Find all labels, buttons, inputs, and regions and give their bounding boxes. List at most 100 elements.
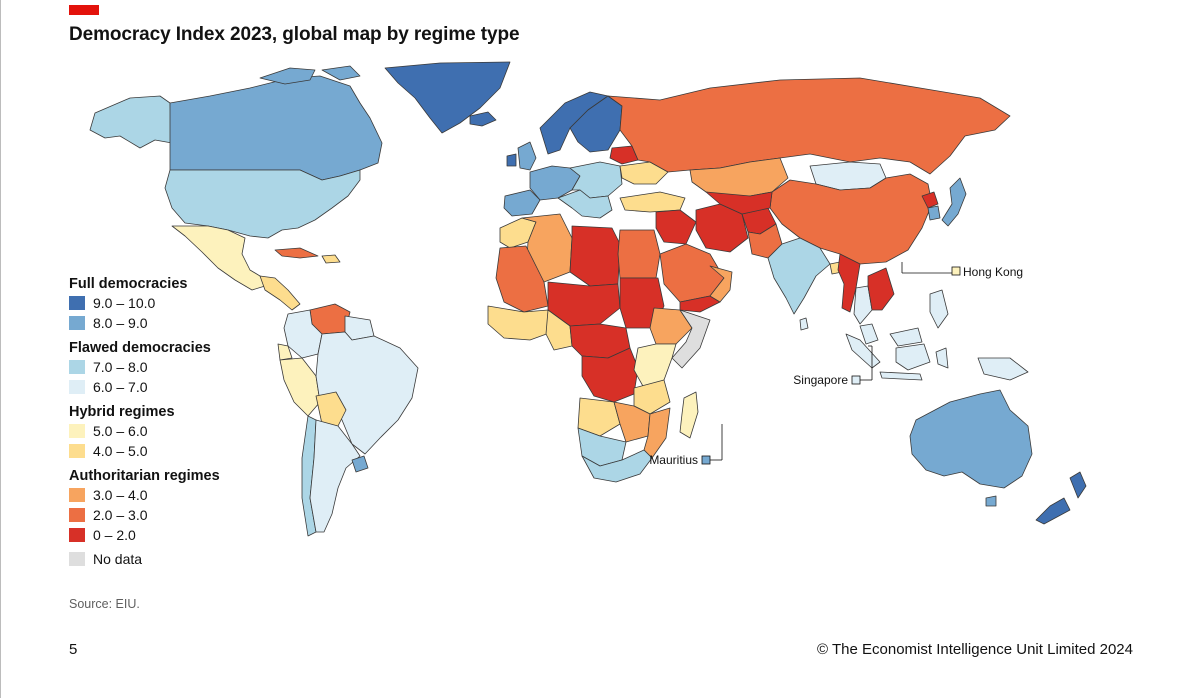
- legend-label: 9.0 – 10.0: [93, 295, 156, 311]
- legend-group-title: Hybrid regimes: [69, 404, 175, 420]
- legend-label: No data: [93, 551, 143, 567]
- region-malaysia: [859, 323, 923, 347]
- legend: Full democracies 9.0 – 10.0 8.0 – 9.0 Fl…: [69, 275, 299, 569]
- source-note: Source: EIU.: [69, 597, 140, 611]
- region-new-zealand: [1035, 471, 1087, 525]
- region-madagascar: [679, 391, 699, 439]
- legend-swatch: [69, 316, 85, 330]
- region-yemen: [679, 295, 721, 313]
- legend-swatch: [69, 528, 85, 542]
- legend-label: 8.0 – 9.0: [93, 315, 148, 331]
- callout-hong-kong: Hong Kong: [901, 262, 1023, 279]
- region-papua: [977, 357, 1029, 381]
- legend-item-no-data: No data: [69, 549, 299, 569]
- region-india: [767, 237, 831, 315]
- legend-item: 2.0 – 3.0: [69, 505, 299, 525]
- region-mauritania-mali: [495, 245, 549, 313]
- legend-item: 3.0 – 4.0: [69, 485, 299, 505]
- legend-item: 4.0 – 5.0: [69, 441, 299, 461]
- region-russia: [607, 77, 1011, 175]
- region-east-africa: [633, 343, 677, 389]
- legend-label: 0 – 2.0: [93, 527, 136, 543]
- legend-label: 4.0 – 5.0: [93, 443, 148, 459]
- callout-singapore-label: Singapore: [793, 373, 848, 387]
- legend-swatch: [69, 380, 85, 394]
- region-australia: [909, 389, 1033, 489]
- page-edge-line: [0, 0, 1, 698]
- legend-swatch: [69, 508, 85, 522]
- region-arctic-islands: [259, 65, 361, 85]
- region-somalia: [671, 309, 711, 369]
- region-cuba: [274, 247, 319, 259]
- region-tanzania: [633, 379, 671, 415]
- legend-item: 8.0 – 9.0: [69, 313, 299, 333]
- legend-group-title: Full democracies: [69, 276, 188, 292]
- region-caribbean: [321, 254, 341, 264]
- legend-item: 5.0 – 6.0: [69, 421, 299, 441]
- region-ireland: [506, 153, 517, 167]
- region-turkey: [619, 191, 686, 213]
- region-sri-lanka: [799, 317, 809, 331]
- legend-swatch: [69, 360, 85, 374]
- region-canada: [169, 75, 383, 181]
- legend-item: 7.0 – 8.0: [69, 357, 299, 377]
- region-uk: [517, 141, 537, 171]
- region-usa: [164, 169, 361, 239]
- legend-swatch: [69, 296, 85, 310]
- legend-item: 6.0 – 7.0: [69, 377, 299, 397]
- region-myanmar: [837, 253, 861, 313]
- region-sumatra: [845, 333, 881, 369]
- region-peru: [279, 357, 321, 417]
- legend-swatch: [69, 444, 85, 458]
- callout-mauritius: Mauritius: [649, 424, 723, 467]
- region-borneo: [895, 343, 931, 371]
- region-philippines: [929, 289, 949, 329]
- region-thailand: [853, 285, 873, 325]
- region-iraq-syria: [655, 209, 697, 245]
- region-central-asia: [705, 191, 773, 215]
- region-bolivia: [315, 391, 347, 427]
- legend-label: 3.0 – 4.0: [93, 487, 148, 503]
- region-north-korea: [921, 191, 939, 209]
- region-central-america: [259, 275, 301, 311]
- region-tasmania: [985, 495, 997, 507]
- region-angola: [577, 397, 621, 437]
- region-iceland: [469, 111, 497, 127]
- legend-item: 0 – 2.0: [69, 525, 299, 545]
- legend-label: 2.0 – 3.0: [93, 507, 148, 523]
- region-argentina: [309, 419, 361, 533]
- region-ecuador: [277, 343, 293, 361]
- callout-singapore: Singapore: [793, 345, 873, 387]
- callout-hong-kong-label: Hong Kong: [963, 265, 1023, 279]
- legend-item: 9.0 – 10.0: [69, 293, 299, 313]
- legend-group-title: Authoritarian regimes: [69, 468, 220, 484]
- region-west-africa: [487, 305, 553, 341]
- region-java: [879, 371, 923, 381]
- region-alaska: [89, 95, 173, 149]
- page-number: 5: [69, 641, 78, 658]
- legend-group-title: Flawed democracies: [69, 340, 211, 356]
- region-indochina: [867, 267, 895, 311]
- legend-label: 7.0 – 8.0: [93, 359, 148, 375]
- region-japan: [941, 177, 967, 227]
- region-sulawesi: [935, 347, 949, 369]
- chart-title: Democracy Index 2023, global map by regi…: [69, 24, 520, 45]
- brand-red-tab: [69, 5, 99, 15]
- region-libya: [569, 225, 621, 287]
- legend-label: 6.0 – 7.0: [93, 379, 148, 395]
- copyright-notice: © The Economist Intelligence Unit Limite…: [817, 641, 1133, 658]
- region-italy-balkans: [557, 189, 613, 219]
- region-egypt: [617, 229, 661, 279]
- region-uruguay: [351, 455, 369, 473]
- region-iberia: [503, 189, 541, 217]
- legend-swatch: [69, 424, 85, 438]
- world-map-svg: Hong Kong Singapore Mauritius: [89, 61, 1087, 537]
- legend-swatch: [69, 488, 85, 502]
- region-belarus: [609, 145, 639, 165]
- callout-mauritius-label: Mauritius: [649, 453, 698, 467]
- region-south-korea: [927, 205, 941, 221]
- region-oman: [709, 265, 733, 303]
- region-nigeria: [545, 309, 573, 351]
- legend-label: 5.0 – 6.0: [93, 423, 148, 439]
- region-south-africa: [581, 449, 653, 483]
